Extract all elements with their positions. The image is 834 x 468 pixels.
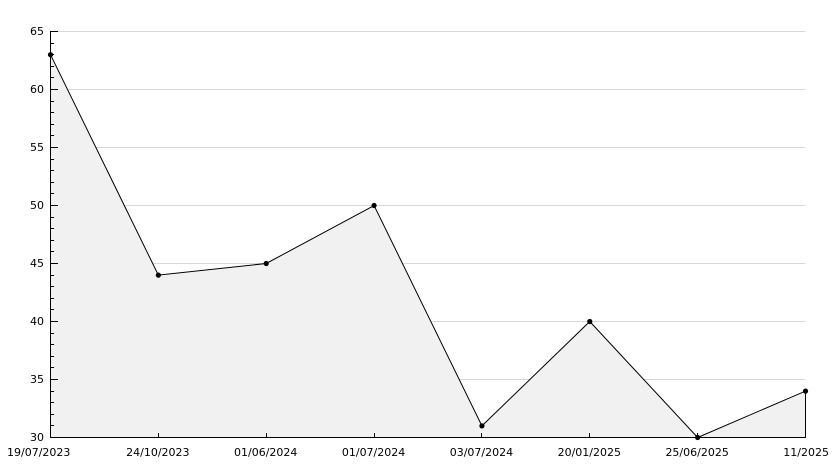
- data-point-marker: [695, 434, 701, 441]
- y-tick-label: 40: [30, 315, 44, 328]
- y-tick-label: 65: [30, 25, 44, 38]
- x-tick-label: 01/07/2024: [342, 446, 405, 459]
- y-tick-label: 50: [30, 199, 44, 212]
- x-tick-label: 03/07/2024: [450, 446, 513, 459]
- data-point-marker: [587, 318, 593, 325]
- x-tick-label: 01/06/2024: [234, 446, 297, 459]
- x-tick-label: 11/2025: [783, 446, 829, 459]
- data-point-marker: [155, 272, 161, 278]
- y-tick-label: 55: [30, 141, 44, 154]
- x-tick-label: 25/06/2025: [665, 446, 728, 459]
- x-tick-label: 24/10/2023: [126, 446, 189, 459]
- y-tick-label: 30: [30, 431, 44, 444]
- y-tick-label: 45: [30, 257, 44, 270]
- x-tick-label: 20/01/2025: [558, 446, 621, 459]
- area-fill: [50, 54, 806, 439]
- y-tick-label: 35: [30, 373, 44, 386]
- x-tick-label: 19/07/2023: [7, 446, 70, 459]
- data-point-marker: [263, 260, 269, 267]
- data-point-marker: [479, 423, 485, 429]
- data-point-marker: [802, 388, 809, 394]
- data-point-marker: [371, 202, 377, 209]
- data-point-marker: [47, 52, 54, 58]
- y-tick-label: 60: [30, 83, 44, 96]
